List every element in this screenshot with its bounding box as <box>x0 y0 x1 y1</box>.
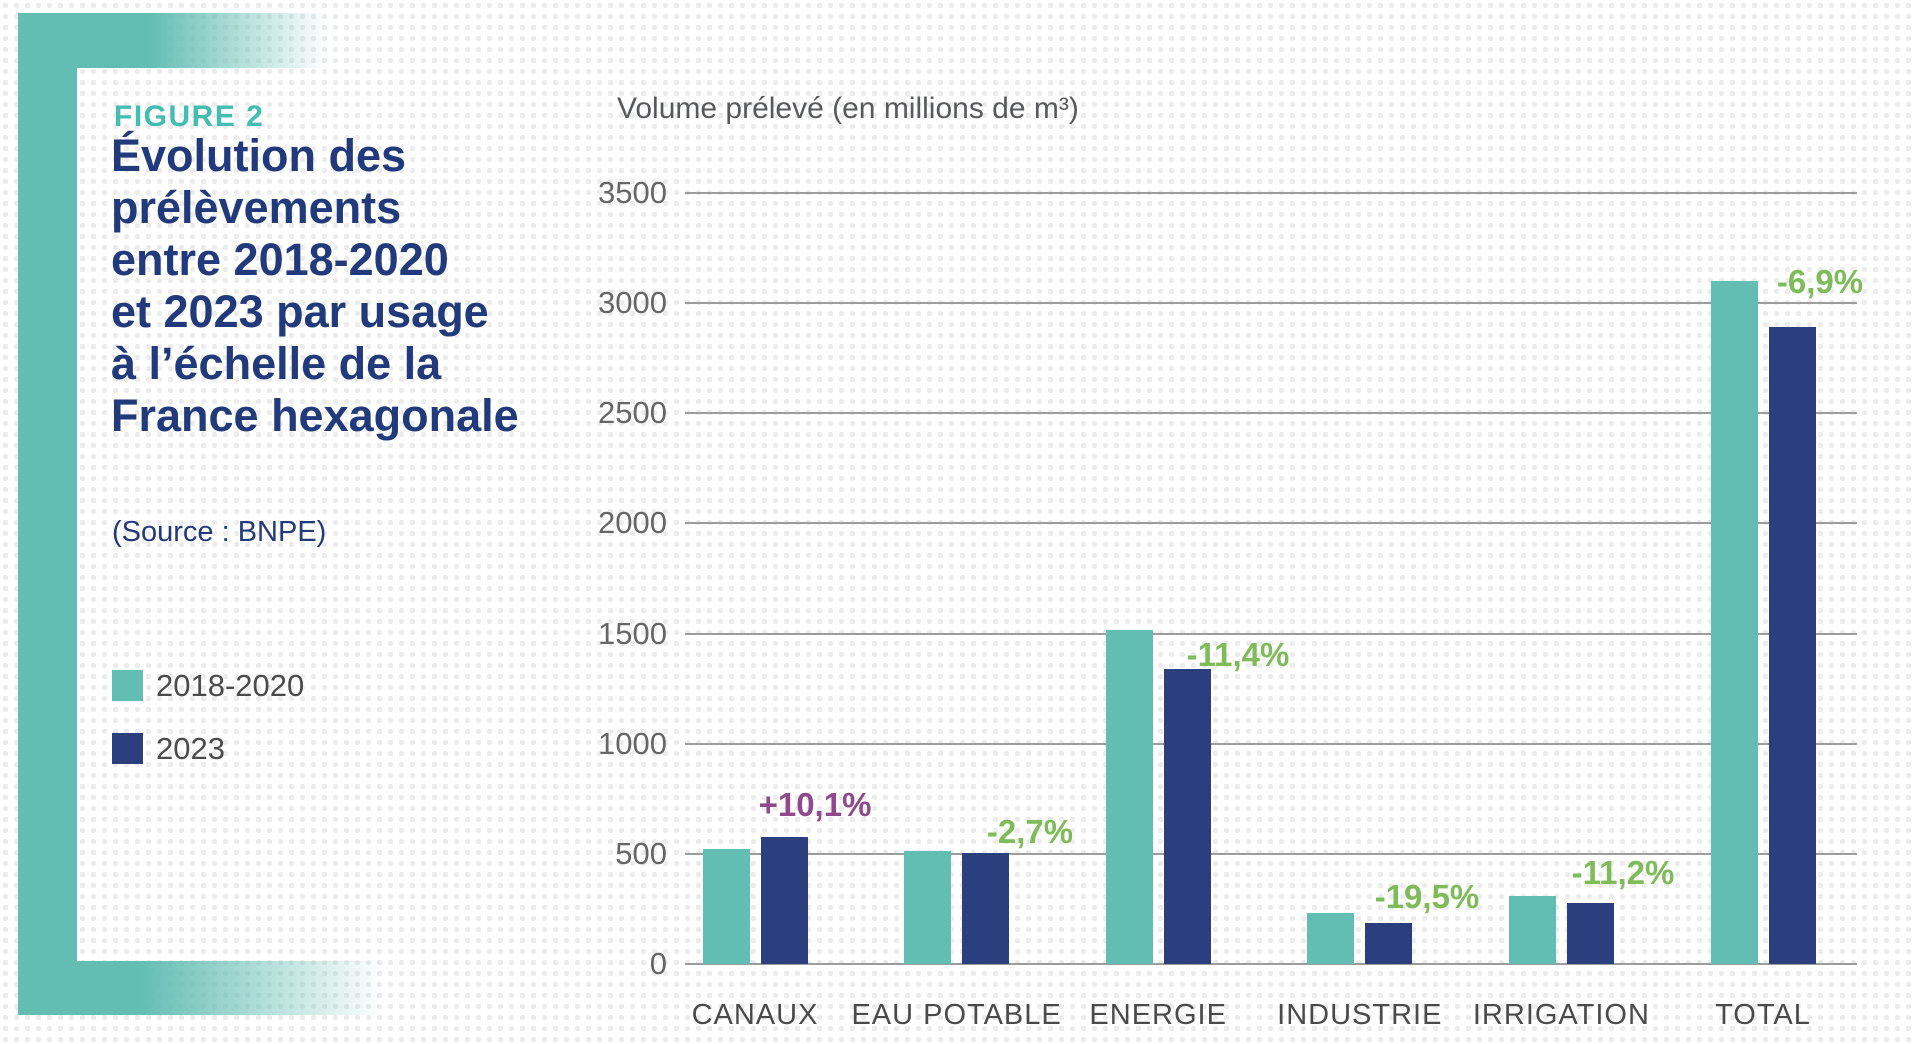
y-tick-label-2500: 2500 <box>598 395 667 431</box>
figure-title: Évolution des prélèvements entre 2018-20… <box>111 130 519 441</box>
bar-2023-eau-potable <box>962 852 1010 964</box>
x-label-industrie: INDUSTRIE <box>1277 999 1443 1031</box>
bar-2023-total <box>1768 327 1816 964</box>
change-label-canaux: +10,1% <box>758 786 872 823</box>
x-label-irrigation: IRRIGATION <box>1472 999 1650 1031</box>
x-label-energie: ENERGIE <box>1089 999 1227 1031</box>
y-tick-label-3500: 3500 <box>598 175 667 210</box>
figure-source: (Source : BNPE) <box>112 516 327 548</box>
bar-2018-2020-canaux <box>702 849 750 964</box>
legend-item-2023: 2023 <box>112 730 304 766</box>
bar-2018-2020-eau-potable <box>904 850 952 964</box>
legend: 2018-2020 2023 <box>112 667 305 796</box>
change-label-energie: -11,4% <box>1186 636 1290 673</box>
legend-swatch-2023 <box>112 733 143 764</box>
change-label-total: -6,9% <box>1776 263 1864 300</box>
x-label-eau-potable: EAU POTABLE <box>851 999 1062 1031</box>
gridline-2000 <box>685 522 1857 525</box>
y-tick-label-3000: 3000 <box>598 285 667 321</box>
bar-2018-2020-total <box>1710 281 1758 964</box>
bar-2018-2020-energie <box>1105 630 1153 964</box>
gridline-0 <box>685 963 1857 965</box>
gridline-1500 <box>685 632 1857 635</box>
decor-bracket-left <box>18 13 77 1015</box>
decor-bracket-bottom <box>18 961 398 1015</box>
bar-2018-2020-irrigation <box>1508 895 1556 964</box>
legend-label-2018-2020: 2018-2020 <box>156 667 305 703</box>
bar-2023-industrie <box>1365 923 1413 964</box>
x-label-canaux: CANAUX <box>691 999 819 1031</box>
bar-2018-2020-industrie <box>1307 913 1355 964</box>
y-axis-title: Volume prélevé (en millions de m³) <box>617 92 1079 125</box>
y-tick-label-500: 500 <box>615 835 667 871</box>
legend-item-2018-2020: 2018-2020 <box>112 667 305 703</box>
change-label-irrigation: -11,2% <box>1571 854 1675 891</box>
plot-area: 0 500 1000 1500 2000 2500 3000 3500 CANAUX +10,1%… <box>598 175 1863 1031</box>
x-label-total: TOTAL <box>1715 999 1811 1031</box>
gridline-1000 <box>685 742 1857 745</box>
bar-2023-canaux <box>760 837 808 964</box>
figure-label: FIGURE 2 <box>114 100 265 133</box>
y-tick-label-1000: 1000 <box>598 725 667 761</box>
y-tick-label-0: 0 <box>649 946 667 981</box>
gridline-3500 <box>685 192 1857 194</box>
legend-swatch-2018-2020 <box>112 670 143 701</box>
change-label-industrie: -19,5% <box>1374 878 1480 915</box>
bar-2023-irrigation <box>1566 903 1614 964</box>
change-label-eau-potable: -2,7% <box>986 813 1074 850</box>
y-tick-label-2000: 2000 <box>598 505 667 541</box>
gridline-2500 <box>685 412 1857 415</box>
gridline-3000 <box>685 302 1857 305</box>
gridline-500 <box>685 852 1857 855</box>
y-tick-label-1500: 1500 <box>598 615 667 651</box>
legend-label-2023: 2023 <box>156 730 225 766</box>
bar-2023-energie <box>1163 668 1211 964</box>
